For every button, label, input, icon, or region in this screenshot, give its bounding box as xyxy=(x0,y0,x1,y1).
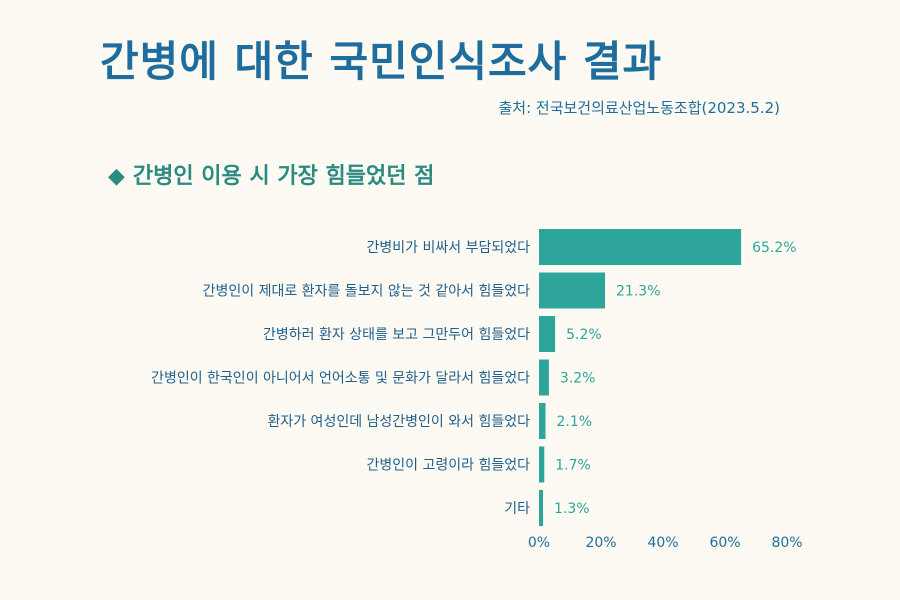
bar-1 xyxy=(539,272,606,309)
value-label-3: 3.2% xyxy=(560,371,596,387)
value-label-1: 21.3% xyxy=(616,284,660,300)
bar-6 xyxy=(539,490,544,526)
page-title: 간병에 대한 국민인식조사 결과 xyxy=(100,37,663,86)
value-label-2: 5.2% xyxy=(566,327,602,343)
value-label-4: 2.1% xyxy=(557,414,593,430)
bar-0 xyxy=(539,229,742,265)
value-label-5: 1.7% xyxy=(555,458,591,474)
x-tick-label-3: 60% xyxy=(709,535,740,551)
x-tick-label-2: 40% xyxy=(647,535,678,551)
chart-subtitle: ◆ 간병인 이용 시 가장 힘들었던 점 xyxy=(108,158,434,190)
bar-3 xyxy=(539,359,549,396)
x-tick-label-4: 80% xyxy=(771,535,802,551)
diamond-icon: ◆ xyxy=(108,164,125,189)
category-label-4: 환자가 여성인데 남성간병인이 와서 힘들었다 xyxy=(267,414,530,430)
chart-subtitle-text: 간병인 이용 시 가장 힘들었던 점 xyxy=(132,164,435,189)
category-label-1: 간병인이 제대로 환자를 돌보지 않는 것 같아서 힘들었다 xyxy=(203,284,531,300)
bar-2 xyxy=(539,316,556,352)
x-tick-label-1: 20% xyxy=(585,535,616,551)
bar-4 xyxy=(539,403,546,439)
category-label-6: 기타 xyxy=(504,501,530,517)
category-label-3: 간병인이 한국인이 아니어서 언어소통 및 문화가 달라서 힘들었다 xyxy=(151,371,530,387)
value-label-0: 65.2% xyxy=(752,240,796,256)
source-note: 출처: 전국보건의료산업노동조합(2023.5.2) xyxy=(498,99,780,117)
category-label-0: 간병비가 비싸서 부담되었다 xyxy=(367,240,531,256)
bar-5 xyxy=(539,446,545,483)
value-label-6: 1.3% xyxy=(554,501,590,517)
category-label-2: 간병하러 환자 상태를 보고 그만두어 힘들었다 xyxy=(263,327,530,343)
x-tick-label-0: 0% xyxy=(528,535,550,551)
category-label-5: 간병인이 고령이라 힘들었다 xyxy=(367,458,531,474)
